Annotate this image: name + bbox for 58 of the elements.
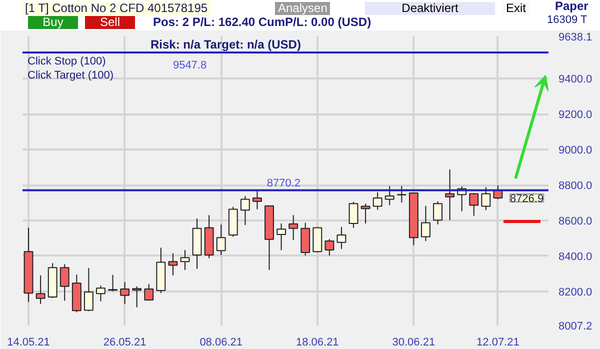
candlestick	[469, 193, 479, 216]
candlestick	[180, 250, 190, 270]
text: Deaktiviert	[365, 1, 495, 15]
candlestick	[252, 190, 262, 210]
y-tick-label: 9638.1	[558, 32, 592, 44]
annotation: Click Stop (100)	[28, 56, 106, 68]
candlestick	[445, 168, 455, 221]
candlestick	[372, 192, 382, 210]
text: Exit	[503, 1, 530, 15]
candlestick	[360, 203, 370, 224]
candlestick	[348, 201, 358, 228]
y-tick-label: 8600.0	[558, 215, 592, 228]
candlestick	[132, 286, 142, 308]
x-tick-label: 18.06.21	[296, 336, 339, 348]
y-tick-label: 8400.0	[558, 250, 592, 263]
candlestick	[312, 226, 322, 253]
annotation: Click Target (100)	[28, 70, 114, 82]
candlestick	[276, 222, 286, 251]
text: Paper	[554, 0, 590, 13]
x-tick-label: 08.06.21	[200, 336, 243, 348]
text: Sell	[85, 15, 135, 29]
candlestick	[144, 284, 154, 302]
annotation: Risk: n/a Target: n/a (USD)	[150, 38, 301, 52]
text: Pos: 2 P/L: 162.40 CumP/L: 0.00 (USD)	[152, 15, 372, 29]
candlestick	[84, 268, 94, 312]
candlestick	[96, 285, 106, 302]
candlestick	[324, 238, 334, 256]
x-tick-label: 26.05.21	[103, 336, 146, 348]
ref-line-label: 9547.8	[172, 60, 207, 72]
candlestick	[481, 186, 491, 211]
text: Analysen	[275, 1, 330, 15]
text: 16309 T	[546, 14, 588, 27]
candlestick	[433, 200, 442, 225]
candlestick	[384, 186, 394, 206]
y-tick-label: 9000.0	[558, 144, 592, 157]
candlestick	[108, 274, 118, 292]
candlestick	[168, 252, 178, 276]
chart-title: [1 T] Cotton No 2 CFD 401578195	[22, 1, 211, 15]
candlestick	[336, 226, 346, 250]
x-tick-label: 14.05.21	[7, 336, 50, 348]
y-tick-label: 9400.0	[558, 74, 592, 86]
candlestick	[60, 264, 70, 302]
ref-line-label: 8770.2	[266, 177, 300, 190]
y-tick-label: 9200.0	[558, 109, 592, 122]
x-tick-label: 12.07.21	[476, 336, 520, 348]
candlestick	[240, 196, 250, 226]
y-tick-label: 8007.2	[558, 320, 592, 332]
y-tick-label: 8200.0	[558, 286, 592, 298]
candlestick	[36, 274, 46, 304]
candlestick	[396, 186, 406, 204]
candlestick	[421, 205, 430, 242]
annotation: 8726.9	[510, 192, 544, 205]
candlestick	[120, 282, 130, 304]
x-tick-label: 30.06.21	[392, 336, 436, 348]
text: Buy	[28, 15, 78, 29]
candlestick	[216, 224, 226, 256]
y-tick-label: 8800.0	[558, 180, 592, 192]
candlestick	[288, 214, 298, 240]
